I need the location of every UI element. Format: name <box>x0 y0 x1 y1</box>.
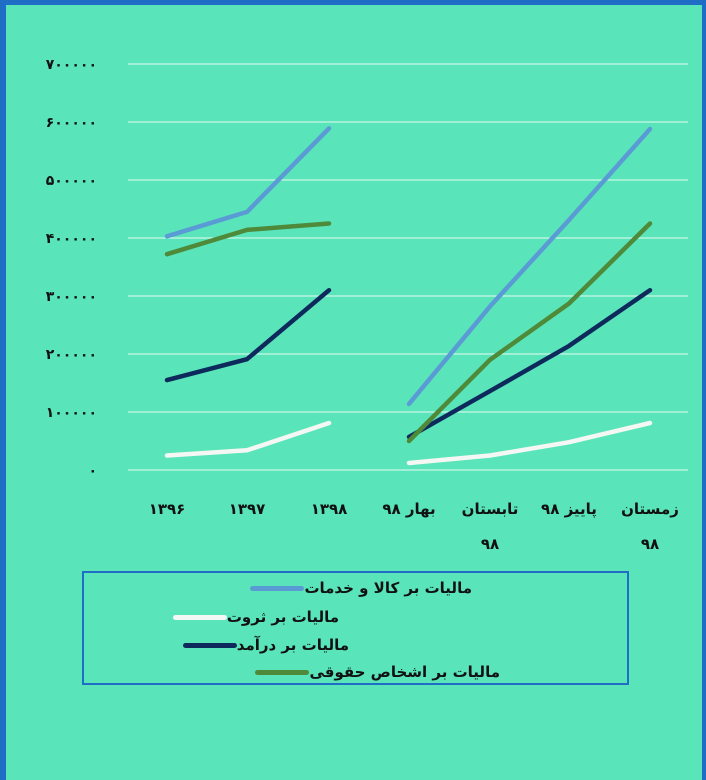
series-line <box>406 287 653 440</box>
x-category-label: تابستان <box>462 500 519 518</box>
y-axis-ticks: ۷۰۰۰۰۰ ۶۰۰۰۰۰ ۵۰۰۰۰۰ ۴۰۰۰۰۰ ۳۰۰۰۰۰ ۲۰۰۰۰۰ ۱۰۰۰… <box>46 57 97 479</box>
y-tick-label: ۲۰۰۰۰۰ <box>46 347 97 363</box>
series-line <box>164 420 332 458</box>
legend-item: مالیات بر کالا و خدمات <box>250 579 472 597</box>
legend-label: مالیات بر اشخاص حقوقی <box>309 663 500 681</box>
legend-label: مالیات بر درآمد <box>236 636 349 654</box>
x-category-label: زمستان <box>621 500 679 518</box>
series-line <box>164 126 332 239</box>
y-tick-label: ۰ <box>88 463 97 479</box>
y-tick-label: ۴۰۰۰۰۰ <box>46 231 97 247</box>
series-line <box>164 287 332 383</box>
legend-swatch <box>172 614 227 620</box>
legend-swatch <box>255 669 310 675</box>
legend-swatch <box>182 642 237 648</box>
series-lines <box>164 126 653 466</box>
x-category-label: ۱۳۹۷ <box>229 500 266 518</box>
legend-item: مالیات بر اشخاص حقوقی <box>255 663 500 681</box>
legend-label: مالیات بر کالا و خدمات <box>304 579 472 597</box>
x-category-label: پاییز ۹۸ <box>541 500 597 519</box>
series-line <box>406 221 653 444</box>
series-line <box>406 420 653 466</box>
y-tick-label: ۳۰۰۰۰۰ <box>46 289 97 305</box>
y-tick-label: ۱۰۰۰۰۰ <box>46 405 97 421</box>
x-category-label: ۹۸ <box>641 535 659 553</box>
x-axis-categories: ۱۳۹۶ ۱۳۹۷ ۱۳۹۸ بهار ۹۸ تابستان ۹۸ پاییز ۹۸ زمست… <box>149 500 679 553</box>
legend-label: مالیات بر ثروت <box>226 608 339 626</box>
y-tick-label: ۵۰۰۰۰۰ <box>46 173 97 189</box>
x-category-label: ۱۳۹۸ <box>311 500 348 518</box>
y-tick-label: ۷۰۰۰۰۰ <box>46 57 97 73</box>
legend: مالیات بر کالا و خدمات مالیات بر ثروت ما… <box>82 571 629 685</box>
x-category-label: ۱۳۹۶ <box>149 500 186 518</box>
legend-swatch <box>250 585 305 591</box>
series-line <box>164 221 332 257</box>
series-line <box>406 126 653 407</box>
x-category-label: ۹۸ <box>481 535 499 553</box>
x-category-label: بهار ۹۸ <box>382 500 435 518</box>
legend-item: مالیات بر ثروت <box>172 608 339 626</box>
legend-item: مالیات بر درآمد <box>182 636 349 654</box>
y-tick-label: ۶۰۰۰۰۰ <box>46 115 97 131</box>
